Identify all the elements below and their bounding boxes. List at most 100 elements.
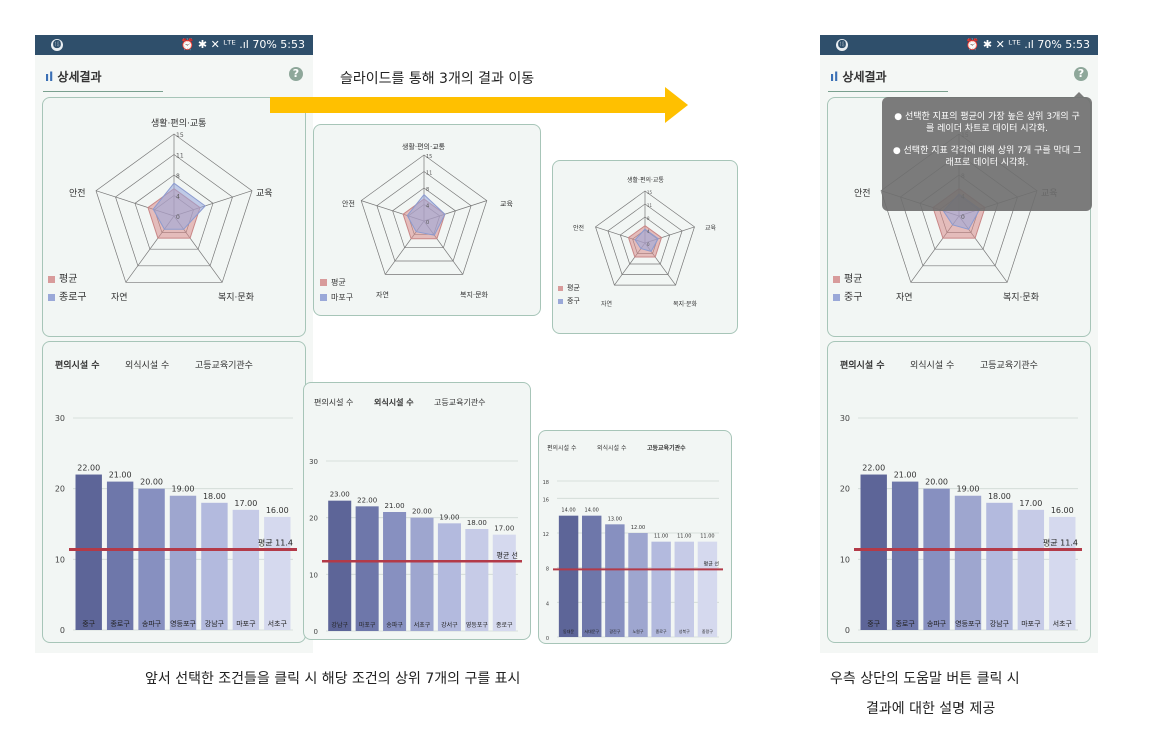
right-phone-screen: ⓲ ⏰ ✱ ✕ ᴸᵀᴱ .ıl 70% 5:53 ıl 상세결과 ? 15118…: [820, 35, 1098, 653]
tab-higher-education[interactable]: 고등교육기관수: [980, 361, 1038, 371]
radar-axis-left: 안전: [573, 225, 585, 232]
bar-category-label: 마포구: [1021, 619, 1041, 628]
bar-value-label: 13.00: [608, 516, 622, 522]
tab-convenience[interactable]: 편의시설 수: [314, 398, 354, 407]
tab-convenience[interactable]: 편의시설 수: [840, 361, 885, 371]
bar-성북구: [674, 541, 695, 637]
slide-arrow-icon: [270, 87, 688, 123]
bar-category-label: 강서구: [441, 621, 458, 629]
bar-category-label: 송파구: [927, 619, 947, 628]
bar-value-label: 20.00: [412, 508, 432, 516]
average-label: 평균 선: [496, 550, 518, 559]
help-tooltip: ● 선택한 지표의 평균이 가장 높은 상위 3개의 구를 레이더 차트로 데이…: [882, 92, 1092, 211]
caption-left: 앞서 선택한 조건들을 클릭 시 해당 조건의 상위 7개의 구를 표시: [145, 671, 521, 687]
notification-badge: ⓲: [51, 39, 63, 51]
legend-jung: 중구: [558, 296, 580, 306]
bar-마포구: [1017, 509, 1045, 630]
y-tick-label: 18: [543, 480, 549, 486]
bar-chart-icon: ıl: [45, 70, 58, 84]
bar-category-label: 송파구: [386, 621, 403, 629]
tab-restaurant[interactable]: 외식시설 수: [125, 361, 170, 371]
bar-value-label: 18.00: [467, 519, 487, 527]
bar-category-label: 서초구: [268, 619, 288, 628]
bar-chart: 30 20 10 0 22.00 중구 21.00 종로구 20.00 송파구 19.00 영등포구 1…: [55, 414, 297, 635]
bar-category-label: 마포구: [236, 619, 256, 628]
bar-value-label: 18.00: [988, 492, 1011, 501]
bar-category-label: 중구: [867, 620, 880, 628]
radar-axis-top: 생활·편의·교통: [627, 177, 664, 184]
radar-tick-label: 11: [647, 203, 653, 208]
bar-category-label: 서초구: [1053, 619, 1073, 628]
caption-right-line2: 결과에 대한 설명 제공: [866, 701, 996, 717]
tab-restaurant[interactable]: 외식시설 수: [374, 398, 414, 407]
y-tick-label: 20: [840, 485, 850, 494]
page-title: ıl 상세결과: [45, 70, 102, 84]
status-bar: ⓲ ⏰ ✱ ✕ ᴸᵀᴱ .ıl 70% 5:53: [820, 35, 1098, 55]
help-button[interactable]: ?: [289, 67, 303, 81]
radar-axis-bottom-left: 자연: [601, 301, 613, 308]
bar-value-label: 22.00: [77, 464, 100, 473]
bar-value-label: 23.00: [330, 491, 350, 499]
legend-mapo: 마포구: [320, 292, 353, 303]
bar-value-label: 21.00: [109, 471, 132, 480]
bar-강남구: [328, 500, 352, 631]
bar-category-label: 서초구: [414, 621, 431, 629]
bar-value-label: 17.00: [234, 499, 257, 508]
tab-higher-education[interactable]: 고등교육기관수: [434, 398, 486, 407]
bar-value-label: 21.00: [894, 471, 917, 480]
bar-value-label: 14.00: [585, 508, 599, 514]
radar-card-mapo[interactable]: 15 11 8 4 0 생활·편의·교통 교육 복지·문화 자연 안전 평균 마포구: [313, 124, 541, 316]
bar-마포구: [232, 509, 260, 630]
bar-value-label: 21.00: [385, 502, 405, 510]
radar-card-jung[interactable]: 15 11 8 4 0 생활·편의·교통 교육 복지·문화 자연 안전 평균 중구: [552, 160, 738, 334]
radar-axis-bottom-right: 복지·문화: [1003, 293, 1039, 303]
legend-average: 평균: [558, 283, 580, 293]
app-bar: ıl 상세결과 ?: [35, 55, 313, 95]
radar-axis-bottom-right: 복지·문화: [218, 293, 254, 303]
tab-restaurant[interactable]: 외식시설 수: [597, 445, 627, 452]
bar-value-label: 16.00: [1051, 506, 1074, 515]
average-label: 평균 11.4: [258, 537, 293, 547]
y-tick-label: 0: [60, 626, 65, 635]
y-tick-label: 20: [309, 515, 318, 523]
bar-value-label: 19.00: [957, 485, 980, 494]
y-tick-label: 30: [840, 414, 850, 423]
radar-grid-ring: [360, 154, 488, 275]
help-button[interactable]: ?: [1074, 67, 1088, 81]
bar-영등포구: [954, 495, 982, 630]
bar-강남구: [986, 502, 1013, 630]
bar-category-label: 중랑구: [702, 628, 713, 634]
average-label: 평균 선: [704, 560, 720, 567]
radar-grid-ring: [376, 171, 472, 262]
radar-axis-right: 교육: [500, 200, 513, 208]
y-tick-label: 10: [309, 571, 318, 579]
bar-category-label: 강남구: [331, 621, 348, 629]
tab-restaurant[interactable]: 외식시설 수: [910, 361, 955, 371]
radar-axis-right: 교육: [705, 225, 717, 232]
bar-강남구: [201, 502, 228, 630]
radar-grid-ring: [595, 190, 695, 286]
radar-axis-right: 교육: [256, 189, 273, 199]
radar-tick-label: 0: [961, 214, 965, 221]
tab-convenience[interactable]: 편의시설 수: [55, 361, 100, 371]
bar-category-label: 동대문: [563, 628, 574, 634]
radar-grid-ring: [619, 216, 671, 265]
bar-category-label: 광진구: [609, 628, 620, 634]
tab-higher-education[interactable]: 고등교육기관수: [195, 361, 253, 371]
bar-category-label: 노원구: [632, 628, 643, 634]
page-title: ıl 상세결과: [830, 70, 887, 84]
tab-higher-education[interactable]: 고등교육기관수: [647, 445, 686, 452]
bar-category-label: 마포구: [359, 621, 376, 629]
bar-category-label: 성북구: [679, 628, 690, 634]
bar-송파구: [923, 488, 950, 630]
bar-value-label: 20.00: [140, 478, 163, 487]
bar-category-label: 종로구: [496, 622, 513, 629]
radar-card[interactable]: 15 11 8 4 0 생활·편의·교통 교육 복지·문화 자연 안전 평균 종로구: [42, 97, 306, 337]
bar-서초구: [1049, 516, 1076, 630]
bar-card: 편의시설 수 외식시설 수 고등교육기관수 30 20 10 0 22.00 중구 21.0…: [827, 341, 1091, 643]
radar-axis-bottom-right: 복지·문화: [673, 301, 697, 308]
tab-convenience[interactable]: 편의시설 수: [547, 445, 577, 452]
legend-jung: 중구: [833, 288, 862, 303]
radar-tick-label: 15: [176, 132, 184, 139]
bar-value-label: 17.00: [494, 525, 514, 533]
